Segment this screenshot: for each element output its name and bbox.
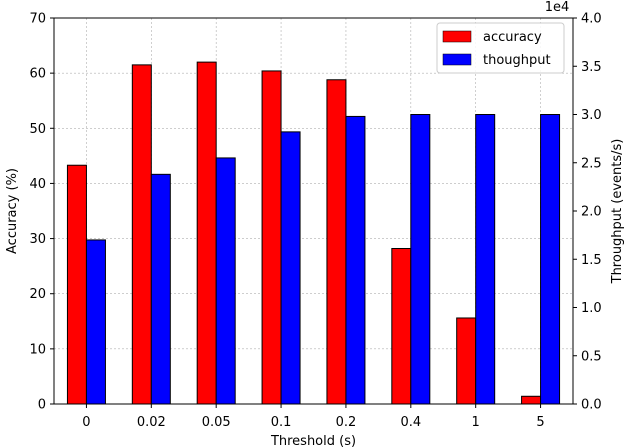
throughput-bar (410, 114, 431, 405)
bars (66, 61, 561, 405)
y-right-tick-label: 0.0 (581, 398, 602, 413)
legend-label: thoughput (483, 53, 551, 68)
x-tick-label: 1 (472, 415, 480, 430)
throughput-bar (215, 157, 236, 405)
legend-swatch (442, 53, 472, 66)
x-axis: 0 0.02 0.05 0.1 0.2 0.4 1 5 (82, 404, 545, 430)
accuracy-bar (131, 64, 152, 405)
accuracy-bar (261, 70, 282, 405)
x-tick-label: 0.1 (271, 415, 292, 430)
y-right-tick-label: 2.5 (581, 156, 602, 171)
left-axis: 0 10 20 30 40 50 60 70 (29, 12, 54, 413)
legend-swatch (442, 30, 472, 43)
throughput-bar (475, 114, 496, 405)
throughput-bar (345, 115, 366, 405)
legend-label: accuracy (483, 30, 542, 45)
y-axis-title: Accuracy (%) (5, 168, 20, 254)
right-axis: 0.0 0.5 1.0 1.5 2.0 2.5 3.0 3.5 4.0 (573, 12, 602, 413)
throughput-bar (150, 173, 171, 405)
y-axis-right-title: Throughput (events/s) (610, 139, 625, 285)
throughput-bar (280, 131, 301, 405)
y-right-tick-label: 2.0 (581, 205, 602, 220)
x-tick-label: 0.05 (202, 415, 231, 430)
x-tick-label: 5 (536, 415, 544, 430)
y-right-tick-label: 1.5 (581, 253, 602, 268)
accuracy-bar (196, 61, 217, 405)
y-tick-label: 70 (29, 12, 46, 27)
x-tick-label: 0.4 (400, 415, 421, 430)
accuracy-bar (326, 79, 347, 405)
y-tick-label: 60 (29, 67, 46, 82)
y-right-tick-label: 0.5 (581, 349, 602, 364)
y-tick-label: 40 (29, 177, 46, 192)
accuracy-bar (521, 395, 542, 405)
x-axis-title: Threshold (s) (270, 434, 356, 448)
throughput-bar (540, 114, 561, 405)
legend: accuracy thoughput (436, 22, 565, 74)
right-axis-multiplier: 1e4 (545, 0, 570, 15)
y-tick-label: 30 (29, 232, 46, 247)
x-tick-label: 0.2 (336, 415, 357, 430)
x-tick-label: 0 (82, 415, 90, 430)
y-right-tick-label: 3.5 (581, 60, 602, 75)
y-tick-label: 50 (29, 122, 46, 137)
accuracy-bar (456, 317, 477, 405)
throughput-bar (85, 239, 106, 405)
y-tick-label: 0 (38, 398, 46, 413)
x-tick-label: 0.02 (137, 415, 166, 430)
y-right-tick-label: 3.0 (581, 108, 602, 123)
y-tick-label: 20 (29, 287, 46, 302)
accuracy-bar (391, 247, 412, 405)
y-right-tick-label: 1.0 (581, 301, 602, 316)
accuracy-bar (66, 164, 87, 405)
y-tick-label: 10 (29, 342, 46, 357)
y-right-tick-label: 4.0 (581, 12, 602, 27)
